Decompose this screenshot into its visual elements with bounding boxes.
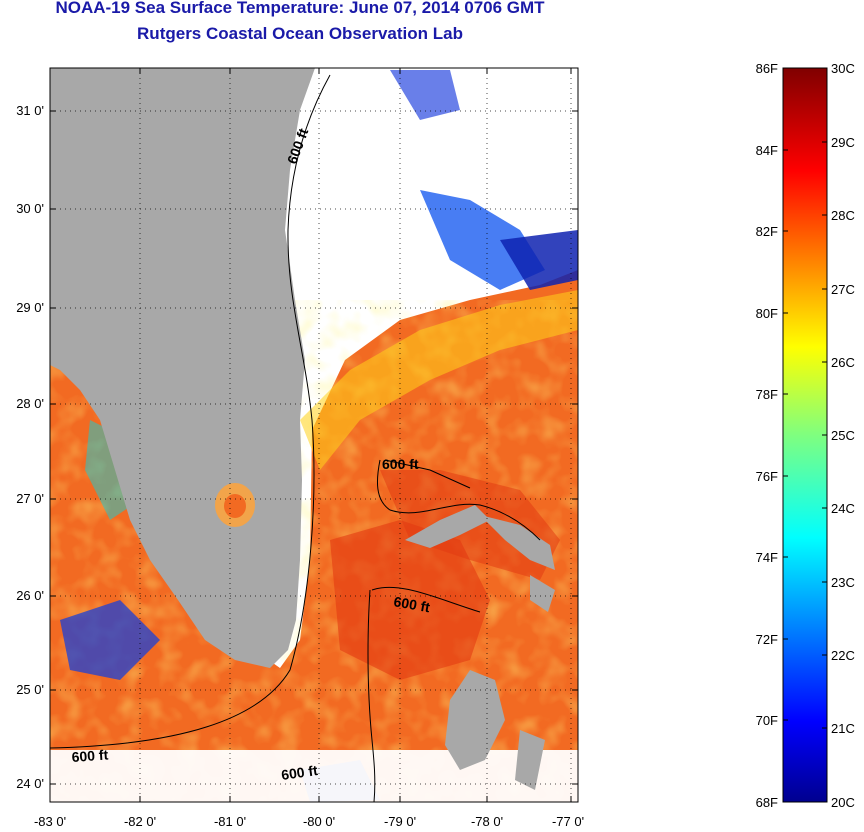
- axis-ticks: [50, 68, 578, 802]
- colorbar-f-label: 86F: [756, 61, 778, 76]
- cold-patch-gulf: [60, 600, 160, 680]
- cloud-band-south: [50, 750, 578, 802]
- colorbar-c-label: 27C: [831, 282, 855, 297]
- colorbar-c-label: 23C: [831, 575, 855, 590]
- colorbar-f-label: 80F: [756, 306, 778, 321]
- lon-tick-label: -82 0': [124, 814, 156, 829]
- colorbar-f-label: 82F: [756, 224, 778, 239]
- contour-label: 600 ft: [382, 456, 419, 472]
- colorbar-c-label: 22C: [831, 648, 855, 663]
- colorbar: [782, 67, 828, 803]
- colorbar-c-label: 25C: [831, 428, 855, 443]
- colorbar-f-label: 76F: [756, 469, 778, 484]
- eleuthera-island: [530, 575, 555, 612]
- lon-tick-label: -78 0': [471, 814, 503, 829]
- lon-tick-label: -77 0': [552, 814, 584, 829]
- lon-tick-label: -79 0': [384, 814, 416, 829]
- map-frame: [49, 67, 579, 803]
- colorbar-f-label: 74F: [756, 550, 778, 565]
- colorbar-f-label: 68F: [756, 795, 778, 810]
- cold-patch-east: [500, 230, 578, 290]
- colorbar-c-label: 20C: [831, 795, 855, 810]
- colorbar-ticks: [783, 141, 827, 729]
- map-title: NOAA-19 Sea Surface Temperature: June 07…: [55, 0, 545, 17]
- colorbar-c-label: 28C: [831, 208, 855, 223]
- coastal-gradient: [300, 290, 578, 470]
- contour-label: 600 ft: [71, 746, 109, 765]
- cold-patch-offshore: [420, 190, 545, 290]
- lon-tick-label: -83 0': [34, 814, 66, 829]
- graticule: [50, 68, 578, 802]
- contour-label: 600 ft: [280, 762, 319, 783]
- lat-tick-label: 29 0': [16, 300, 44, 315]
- andros-island: [445, 670, 505, 770]
- colorbar-c-label: 26C: [831, 355, 855, 370]
- contour-600ft-channel: [367, 589, 376, 802]
- contour-label: 600 ft: [392, 593, 431, 615]
- contour-600ft-bahama-bank: [376, 459, 541, 541]
- colorbar-f-label: 70F: [756, 713, 778, 728]
- colorbar-f-label: 78F: [756, 387, 778, 402]
- colorbar-f-label: 84F: [756, 143, 778, 158]
- lat-tick-label: 31 0': [16, 103, 44, 118]
- grand-bahama-island: [405, 505, 490, 548]
- colorbar-c-label: 21C: [831, 721, 855, 736]
- colorbar-c-label: 30C: [831, 61, 855, 76]
- lon-tick-label: -80 0': [303, 814, 335, 829]
- lat-tick-label: 28 0': [16, 396, 44, 411]
- warm-core-patch: [330, 520, 490, 680]
- lat-tick-label: 26 0': [16, 588, 44, 603]
- colorbar-f-label: 72F: [756, 632, 778, 647]
- cold-patch-top: [390, 70, 460, 120]
- exuma-islands: [515, 730, 545, 790]
- lat-tick-label: 24 0': [16, 776, 44, 791]
- lat-tick-label: 30 0': [16, 201, 44, 216]
- colorbar-c-label: 29C: [831, 135, 855, 150]
- map-subtitle: Rutgers Coastal Ocean Observation Lab: [137, 24, 463, 43]
- lat-tick-label: 25 0': [16, 682, 44, 697]
- lon-tick-label: -81 0': [214, 814, 246, 829]
- lat-tick-label: 27 0': [16, 491, 44, 506]
- colorbar-c-label: 24C: [831, 501, 855, 516]
- abaco-island: [480, 515, 555, 570]
- contour-600ft-florida: [50, 74, 331, 749]
